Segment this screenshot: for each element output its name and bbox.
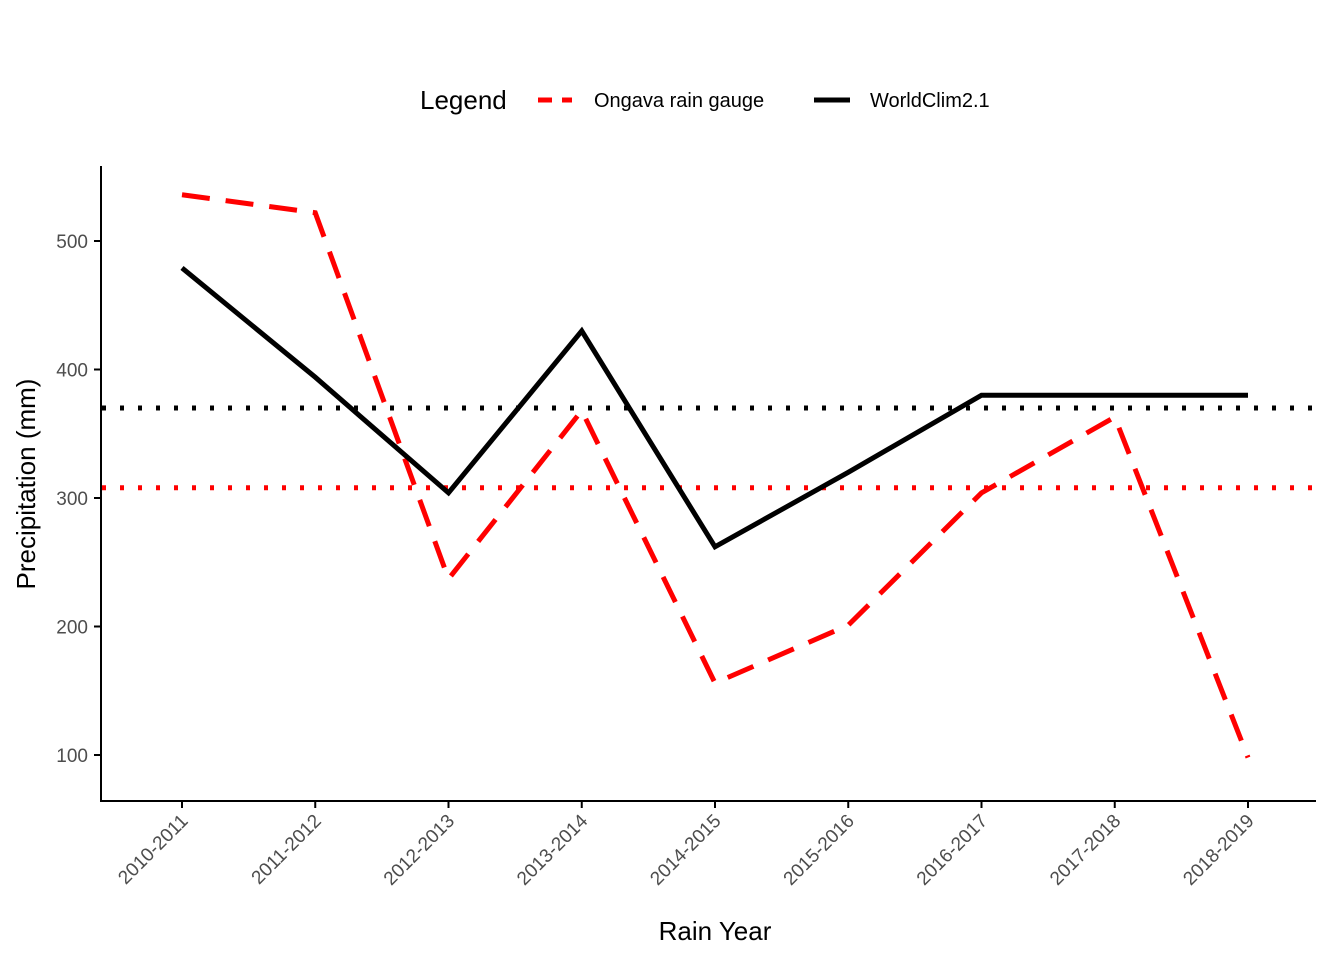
x-tick-label: 2011-2012 bbox=[248, 811, 326, 889]
x-tick-label: 2015-2016 bbox=[780, 811, 859, 890]
y-tick-label: 200 bbox=[56, 618, 88, 639]
y-tick-label: 500 bbox=[56, 232, 88, 253]
series-lines bbox=[180, 192, 1251, 759]
y-axis-title: Precipitation (mm) bbox=[11, 379, 41, 590]
x-tick-label: 2016-2017 bbox=[913, 811, 992, 890]
x-tick-label: 2014-2015 bbox=[646, 811, 725, 890]
y-tick-label: 400 bbox=[56, 361, 88, 382]
legend: Legend Ongava rain gauge WorldClim2.1 bbox=[420, 85, 990, 115]
series-line bbox=[181, 192, 1251, 759]
x-tick-label: 2017-2018 bbox=[1046, 811, 1125, 890]
x-tick-label: 2010-2011 bbox=[114, 811, 192, 889]
y-ticks: 100 200 300 400 500 bbox=[56, 232, 101, 767]
legend-label-ongava: Ongava rain gauge bbox=[594, 90, 764, 112]
x-ticks: 2010-2011 2011-2012 2012-2013 2013-2014 2014… bbox=[114, 801, 1259, 890]
y-tick-label: 300 bbox=[56, 489, 88, 510]
y-tick-label: 100 bbox=[56, 746, 88, 767]
x-tick-label: 2013-2014 bbox=[513, 810, 592, 889]
legend-title: Legend bbox=[420, 85, 507, 115]
series-line bbox=[180, 266, 1248, 551]
legend-label-worldclim: WorldClim2.1 bbox=[870, 90, 990, 112]
x-tick-label: 2018-2019 bbox=[1179, 811, 1258, 890]
x-axis-title: Rain Year bbox=[659, 916, 772, 946]
reference-lines bbox=[102, 405, 1316, 491]
x-tick-label: 2012-2013 bbox=[380, 811, 459, 890]
